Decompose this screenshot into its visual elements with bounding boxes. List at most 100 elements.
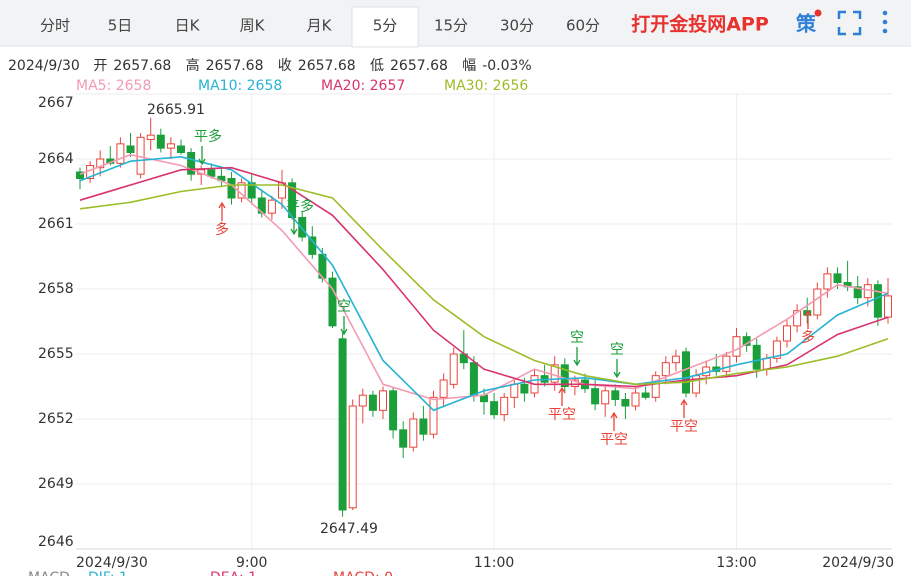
- y-tick-label: 2667: [38, 95, 74, 111]
- info-value: -0.03%: [482, 58, 532, 74]
- tab[interactable]: 分时: [40, 17, 70, 35]
- tab[interactable]: 月K: [307, 17, 333, 35]
- candle-body: [419, 418, 428, 435]
- candle-body: [177, 145, 185, 153]
- candle-body: [641, 392, 650, 398]
- candle-body: [187, 152, 196, 175]
- candle-body: [762, 357, 771, 370]
- candle-body: [500, 396, 509, 416]
- signal-label: 多: [801, 329, 815, 346]
- signal-label: 平空: [548, 407, 576, 423]
- signal-arrow: [610, 411, 618, 431]
- tab[interactable]: 60分: [566, 17, 600, 35]
- signal-label: 多: [215, 221, 229, 238]
- macd-legend: MACD: 0: [333, 570, 393, 576]
- legend-entry: MA10: 2658: [198, 78, 282, 94]
- candle-body: [833, 273, 842, 284]
- min-label: 2647.49: [320, 521, 378, 537]
- y-tick-label: 2649: [38, 476, 74, 492]
- candle-body: [813, 288, 822, 316]
- candle-body: [793, 310, 802, 327]
- info-label: 低: [370, 58, 384, 74]
- candle-body: [389, 390, 398, 431]
- candle-body: [631, 392, 640, 407]
- signal-arrow: [613, 359, 621, 379]
- signal-label: 空: [570, 330, 584, 346]
- legend-entry: MA20: 2657: [321, 78, 405, 94]
- candle-body: [298, 217, 307, 238]
- candle-body: [429, 396, 438, 435]
- signal-arrow: [290, 216, 298, 236]
- candle-body: [490, 401, 499, 416]
- max-label: 2665.91: [147, 102, 205, 118]
- tab[interactable]: 15分: [434, 17, 468, 35]
- candle-body: [146, 134, 155, 141]
- candle-body: [732, 336, 741, 357]
- x-tick-label: 13:00: [716, 555, 756, 571]
- candle-body: [772, 340, 781, 359]
- x-tick-label: 11:00: [474, 555, 514, 571]
- candle-body: [621, 399, 630, 407]
- y-tick-label: 2664: [38, 151, 74, 167]
- candle-body: [853, 286, 862, 299]
- candle-body: [591, 388, 600, 405]
- candle-body: [156, 134, 165, 149]
- y-tick-label: 2646: [38, 534, 74, 550]
- ma-line: [79, 153, 889, 401]
- signal-arrow: [804, 309, 812, 329]
- info-label: 幅: [462, 58, 476, 74]
- ma-line: [79, 184, 889, 386]
- candle-body: [863, 284, 872, 299]
- candle-body: [752, 344, 761, 370]
- tab[interactable]: 5日: [108, 17, 133, 35]
- info-value: 2657.68: [206, 58, 264, 74]
- signal-arrow: [558, 386, 566, 406]
- candle-body: [560, 364, 569, 388]
- info-label: 高: [186, 57, 200, 74]
- legend-entry: MA5: 2658: [76, 78, 151, 94]
- candle-body: [449, 353, 458, 385]
- tab[interactable]: 日K: [175, 17, 201, 35]
- signal-label: 空: [337, 299, 351, 315]
- strategy-icon[interactable]: 策: [796, 12, 817, 36]
- tab[interactable]: 30分: [500, 17, 534, 35]
- candle-body: [510, 383, 519, 398]
- promo[interactable]: 打开金投网APP: [631, 13, 769, 36]
- toolbar-bg: [0, 0, 911, 46]
- candle-body: [116, 143, 125, 164]
- y-tick-label: 2658: [38, 281, 74, 297]
- y-tick-label: 2655: [38, 346, 74, 362]
- candle-body: [661, 362, 670, 377]
- candle-body: [379, 390, 387, 411]
- candle-body: [439, 379, 448, 398]
- more-icon[interactable]: [882, 10, 888, 34]
- tab[interactable]: 周K: [240, 17, 266, 35]
- candle-body: [96, 158, 105, 169]
- signal-label: 平多: [194, 128, 222, 145]
- candle-body: [166, 143, 175, 149]
- macd-legend: DIF: 1: [88, 570, 128, 576]
- fullscreen-icon[interactable]: [837, 10, 862, 36]
- signal-arrow: [680, 398, 688, 418]
- signal-arrow: [218, 201, 226, 221]
- legend-entry: MA30: 2656: [444, 78, 528, 94]
- signal-label: 平多: [286, 198, 314, 215]
- info-value: 2657.68: [113, 58, 171, 74]
- y-tick-label: 2661: [38, 216, 74, 232]
- candle-body: [651, 375, 660, 398]
- tab[interactable]: 5分: [373, 17, 398, 35]
- candle-body: [722, 355, 731, 372]
- candle-body: [409, 418, 418, 448]
- info-value: 2657.68: [390, 58, 448, 74]
- signal-label: 平空: [600, 432, 628, 448]
- candle-body: [207, 169, 216, 177]
- candle-body: [348, 405, 357, 509]
- candle-body: [76, 171, 84, 179]
- candle-body: [308, 236, 317, 255]
- info-label: 开: [93, 58, 107, 74]
- candle-body: [328, 277, 337, 327]
- candle-body: [601, 390, 610, 405]
- candle-body: [358, 394, 367, 407]
- candle-body: [783, 325, 791, 342]
